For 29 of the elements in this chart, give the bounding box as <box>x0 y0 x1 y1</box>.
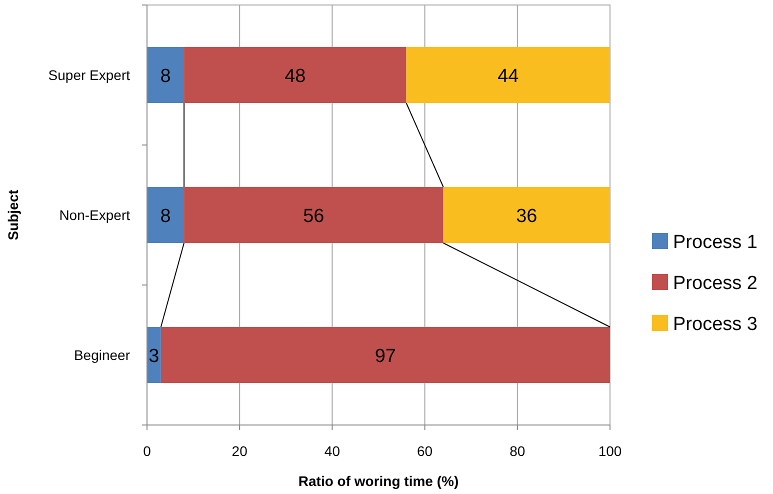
data-label: 56 <box>303 206 324 227</box>
y-axis-title: Subject <box>5 189 21 240</box>
x-tick-label: 40 <box>324 443 340 459</box>
legend-label: Process 3 <box>673 314 758 335</box>
data-label: 97 <box>374 346 396 367</box>
legend-label: Process 1 <box>673 232 758 253</box>
legend-label: Process 2 <box>673 273 758 294</box>
y-tick-label: Super Expert <box>48 67 130 83</box>
data-label: 3 <box>148 346 160 367</box>
data-label: 8 <box>160 66 171 87</box>
bar <box>184 187 444 243</box>
data-label: 48 <box>284 66 306 87</box>
bar <box>147 47 184 103</box>
x-tick-label: 0 <box>143 443 152 459</box>
data-label: 36 <box>516 206 538 227</box>
x-tick-label: 80 <box>510 443 526 459</box>
bar <box>184 47 406 103</box>
x-tick-label: 20 <box>232 443 248 459</box>
bar <box>147 187 184 243</box>
x-tick-label: 60 <box>417 443 433 459</box>
data-label: 44 <box>498 66 520 87</box>
y-tick-label: Non-Expert <box>59 207 130 223</box>
y-tick-label: Begineer <box>74 347 130 363</box>
x-axis-title: Ratio of woring time (%) <box>298 473 459 489</box>
bar <box>160 327 610 383</box>
data-label: 8 <box>160 206 171 227</box>
bar <box>443 187 610 243</box>
bar <box>406 47 610 103</box>
x-tick-label: 100 <box>598 443 622 459</box>
